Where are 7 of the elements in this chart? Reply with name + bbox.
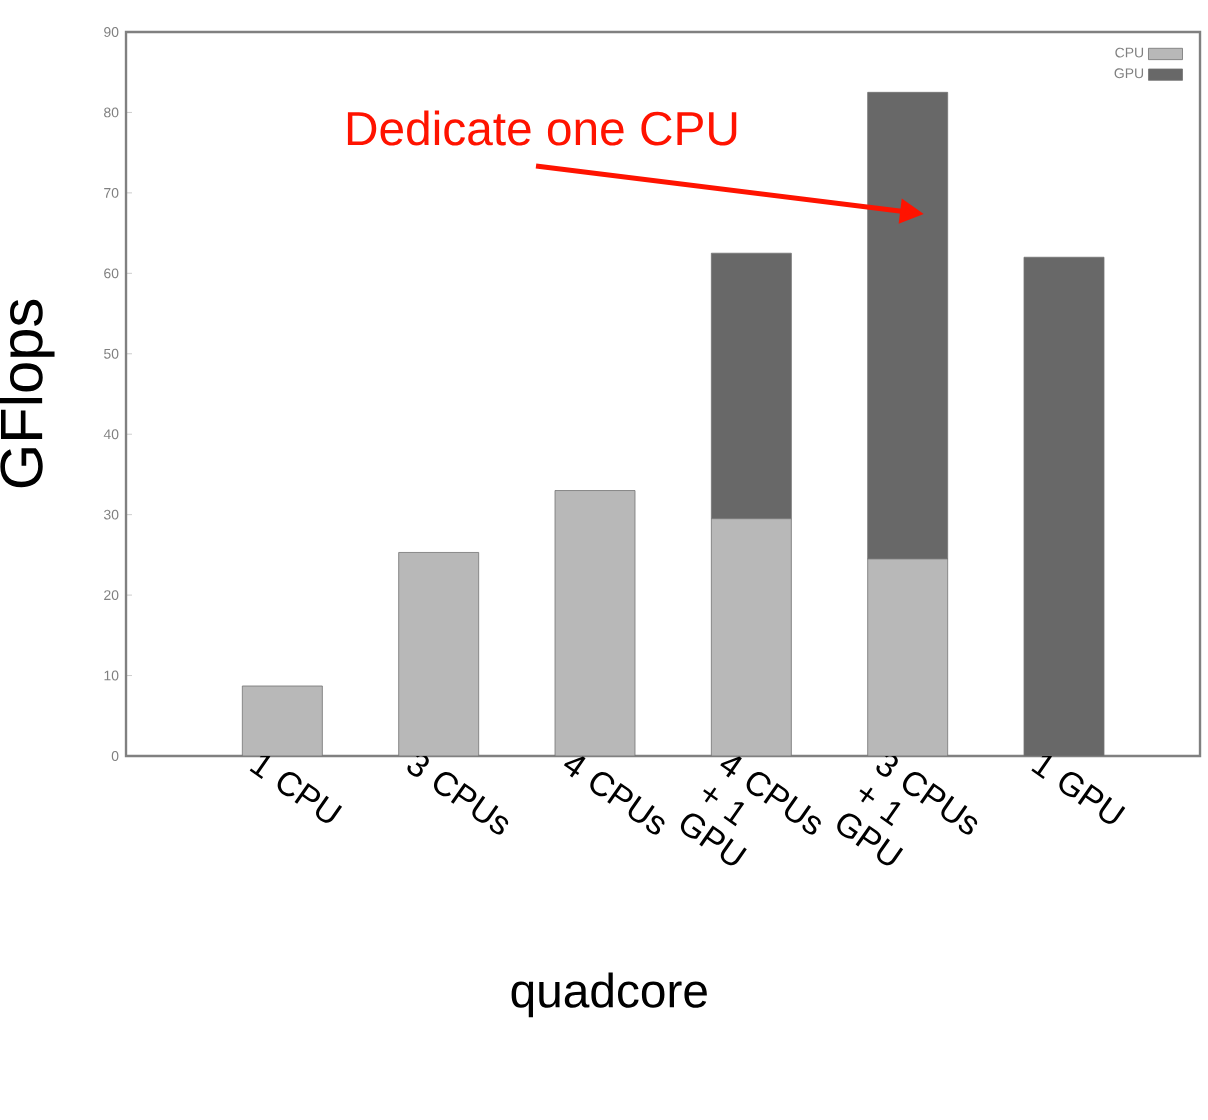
bar (241, 685, 323, 756)
x-axis-title: quadcore (511, 972, 707, 1018)
bar (554, 490, 636, 756)
bar (398, 552, 480, 756)
bar (710, 518, 792, 756)
annotation: Dedicate one CPU (347, 110, 737, 146)
bar (867, 558, 949, 756)
